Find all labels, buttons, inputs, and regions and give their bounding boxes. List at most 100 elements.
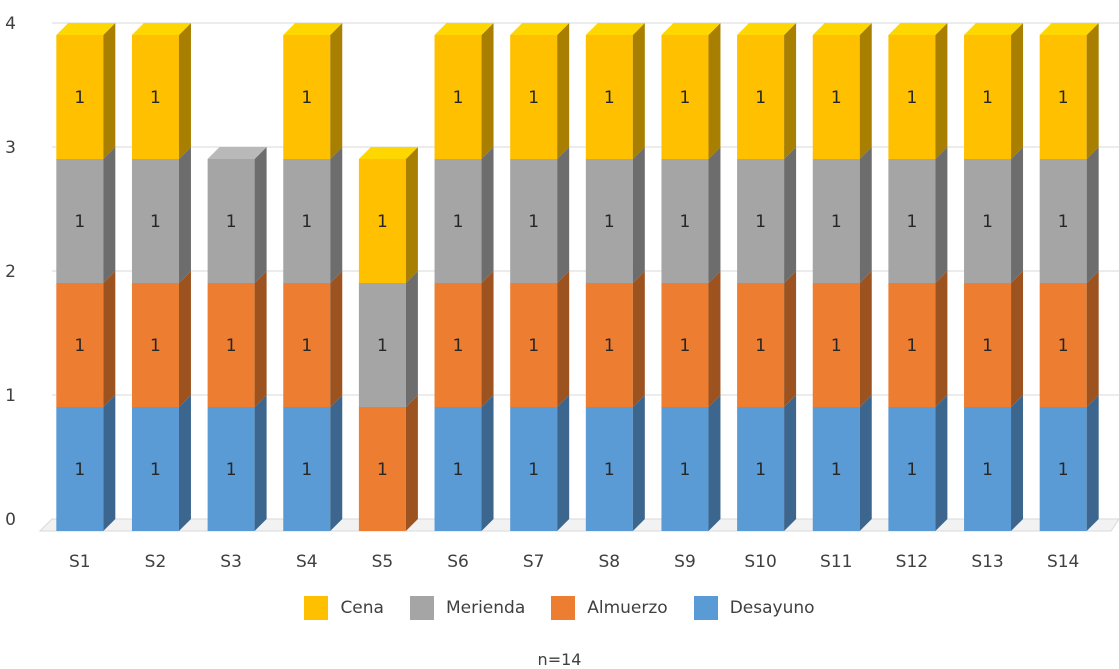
bar-desayuno-s8 <box>585 407 633 531</box>
bar-side-cena-s1 <box>103 23 116 159</box>
bar-side-desayuno-s10 <box>784 395 797 531</box>
x-tick-label-s5: S5 <box>372 552 394 572</box>
bar-side-desayuno-s9 <box>708 395 721 531</box>
bar-side-merienda-s5 <box>405 271 418 407</box>
data-label-desayuno-s13: 1 <box>982 460 993 480</box>
legend-label-desayuno: Desayuno <box>729 598 815 618</box>
bar-side-cena-s9 <box>708 23 721 159</box>
bar-cena-s12 <box>888 35 936 159</box>
legend-item-cena[interactable]: Cena <box>304 596 384 620</box>
bar-cena-s11 <box>812 35 860 159</box>
bar-merienda-s13 <box>964 159 1012 283</box>
x-tick-label-s11: S11 <box>820 552 852 572</box>
legend-item-almuerzo[interactable]: Almuerzo <box>551 596 668 620</box>
legend-swatch-merienda <box>409 596 434 620</box>
y-tick-label: 2 <box>5 262 16 282</box>
data-label-cena-s4: 1 <box>301 88 312 108</box>
bar-side-desayuno-s12 <box>935 395 948 531</box>
bar-almuerzo-s4 <box>283 283 331 407</box>
bar-side-merienda-s14 <box>1086 147 1099 283</box>
bar-merienda-s8 <box>585 159 633 283</box>
bar-side-almuerzo-s6 <box>481 271 494 407</box>
data-label-merienda-s7: 1 <box>528 212 539 232</box>
chart-floor <box>38 518 1119 532</box>
data-label-merienda-s13: 1 <box>982 212 993 232</box>
bar-almuerzo-s13 <box>964 283 1012 407</box>
bar-side-merienda-s9 <box>708 147 721 283</box>
legend-label-almuerzo: Almuerzo <box>587 598 668 618</box>
legend-item-merienda[interactable]: Merienda <box>409 596 525 620</box>
data-label-merienda-s10: 1 <box>755 212 766 232</box>
data-label-almuerzo-s10: 1 <box>755 336 766 356</box>
bar-desayuno-s6 <box>434 407 482 531</box>
bar-side-cena-s4 <box>330 23 343 159</box>
data-label-desayuno-s3: 1 <box>226 460 237 480</box>
bar-cena-s10 <box>737 35 785 159</box>
bar-merienda-s3 <box>207 159 255 283</box>
data-label-desayuno-s9: 1 <box>680 460 691 480</box>
bar-side-almuerzo-s13 <box>1011 271 1024 407</box>
data-label-desayuno-s14: 1 <box>1058 460 1069 480</box>
bar-top-cena-s9 <box>661 23 721 35</box>
data-label-desayuno-s10: 1 <box>755 460 766 480</box>
y-tick-label: 4 <box>5 14 16 34</box>
legend-swatch-desayuno <box>693 596 718 620</box>
x-axis-ticks: S1 S2 S3 S4 S5 S6 S7 S8 S9 S10 S11 S12 S13 S14 <box>69 552 1079 572</box>
bar-side-cena-s14 <box>1086 23 1099 159</box>
bar-cena-s5 <box>358 159 406 283</box>
bar-top-cena-s7 <box>510 23 570 35</box>
x-tick-label-s3: S3 <box>220 552 242 572</box>
data-label-cena-s5: 1 <box>377 212 388 232</box>
bar-side-cena-s11 <box>859 23 872 159</box>
data-label-almuerzo-s12: 1 <box>906 336 917 356</box>
bar-side-merienda-s1 <box>103 147 116 283</box>
data-label-cena-s1: 1 <box>74 88 85 108</box>
bar-desayuno-s7 <box>510 407 558 531</box>
x-tick-label-s12: S12 <box>896 552 928 572</box>
data-label-desayuno-s2: 1 <box>150 460 161 480</box>
bar-side-merienda-s10 <box>784 147 797 283</box>
bar-side-desayuno-s3 <box>254 395 267 531</box>
data-label-merienda-s12: 1 <box>906 212 917 232</box>
data-label-cena-s9: 1 <box>680 88 691 108</box>
bar-side-merienda-s6 <box>481 147 494 283</box>
bar-side-almuerzo-s4 <box>330 271 343 407</box>
bar-side-merienda-s7 <box>557 147 570 283</box>
data-label-almuerzo-s2: 1 <box>150 336 161 356</box>
x-tick-label-s1: S1 <box>69 552 91 572</box>
bar-merienda-s12 <box>888 159 936 283</box>
bar-merienda-s14 <box>1039 159 1087 283</box>
bar-cena-s14 <box>1039 35 1087 159</box>
data-label-cena-s6: 1 <box>453 88 464 108</box>
bar-side-desayuno-s1 <box>103 395 116 531</box>
bar-side-cena-s6 <box>481 23 494 159</box>
bar-side-merienda-s8 <box>632 147 645 283</box>
bar-side-almuerzo-s1 <box>103 271 116 407</box>
x-tick-label-s9: S9 <box>674 552 696 572</box>
y-tick-label: 3 <box>5 138 16 158</box>
data-label-almuerzo-s1: 1 <box>74 336 85 356</box>
bar-top-cena-s10 <box>737 23 797 35</box>
bar-desayuno-s10 <box>737 407 785 531</box>
bar-side-merienda-s4 <box>330 147 343 283</box>
bar-side-cena-s5 <box>405 147 418 283</box>
bar-cena-s6 <box>434 35 482 159</box>
bar-merienda-s7 <box>510 159 558 283</box>
bar-top-cena-s1 <box>56 23 116 35</box>
bar-side-almuerzo-s10 <box>784 271 797 407</box>
data-label-almuerzo-s11: 1 <box>831 336 842 356</box>
bar-side-desayuno-s7 <box>557 395 570 531</box>
bar-top-cena-s5 <box>358 147 418 159</box>
bar-side-almuerzo-s7 <box>557 271 570 407</box>
bar-side-merienda-s11 <box>859 147 872 283</box>
legend-item-desayuno[interactable]: Desayuno <box>693 596 815 620</box>
bar-side-cena-s13 <box>1011 23 1024 159</box>
y-tick-label: 1 <box>5 386 16 406</box>
bar-side-almuerzo-s5 <box>405 395 418 531</box>
data-label-merienda-s5: 1 <box>377 336 388 356</box>
bar-side-cena-s12 <box>935 23 948 159</box>
bar-side-desayuno-s13 <box>1011 395 1024 531</box>
data-label-desayuno-s7: 1 <box>528 460 539 480</box>
bar-cena-s2 <box>131 35 179 159</box>
